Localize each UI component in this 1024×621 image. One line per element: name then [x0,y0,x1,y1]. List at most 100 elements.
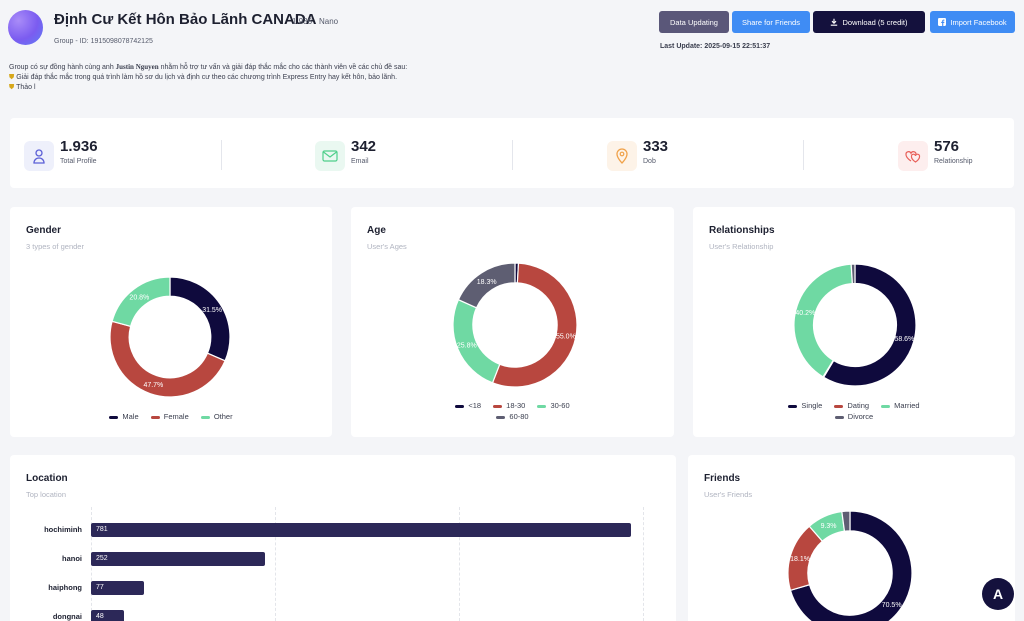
location-bar[interactable]: 48 [91,610,125,621]
card-title: Location [26,473,68,484]
age-card: Age User's Ages 55.0% 25.8% 18.3% <18 18-3… [351,207,674,437]
stat-label: Email [351,158,369,165]
donut-label: 47.7% [143,382,163,389]
donut-slice[interactable] [794,264,854,378]
legend-item[interactable]: Female [150,411,189,422]
stat-label: Dob [643,158,656,165]
group-avatar [8,10,43,45]
divider [221,140,222,170]
donut-slice[interactable] [841,511,851,532]
relationships-card: Relationships User's Relationship 58.6% 4… [693,207,1015,437]
donut-label: 58.6% [894,336,914,343]
button-label: Share for Friends [742,17,800,27]
divider [512,140,513,170]
friends-donut: 70.5% 18.1% 9.3% [788,511,912,621]
map-pin-icon [607,141,637,171]
donut-slice[interactable] [169,277,230,362]
last-update: Last Update: 2025-09-15 22:51:37 [660,43,771,50]
donut-label: 31.5% [202,307,222,314]
donut-label: 40.2% [795,310,815,317]
legend-item[interactable]: 18-30 [493,400,525,411]
donut-label: 18.1% [790,556,810,563]
user-icon [24,141,54,171]
data-updating-button[interactable]: Data Updating [659,11,729,33]
legend-item[interactable]: Married [881,400,920,411]
group-header: Định Cư Kết Hôn Bảo Lãnh CANADA 1.936 Na… [0,0,1024,106]
gridline [275,507,276,621]
stat-value: 576 [934,138,960,155]
location-bar[interactable]: 252 [91,552,266,566]
donut-slice[interactable] [789,511,912,621]
location-label: dongnai [52,612,82,621]
gridline [643,507,644,621]
desc-text: Giải đáp thắc mắc trong quá trình làm hồ… [16,74,398,81]
donut-label: 18.3% [477,279,497,286]
bar-value: 781 [96,526,108,533]
card-subtitle: 3 types of gender [26,242,84,251]
card-title: Age [367,225,386,236]
stat-total-profile: 1.936 Total Profile [10,118,260,188]
card-subtitle: Top location [26,490,67,499]
divider [803,140,804,170]
shield-icon: ⛊ [9,74,15,81]
donut-slice[interactable] [110,320,226,397]
relationships-donut: 58.6% 40.2% [794,264,916,386]
donut-slice[interactable] [491,263,577,387]
stat-value: 333 [643,138,669,155]
desc-name: Justin Nguyen [115,63,159,71]
stat-label: Total Profile [60,158,97,165]
donut-slice[interactable] [822,264,916,386]
legend-item[interactable]: Other [200,411,233,422]
donut-slice[interactable] [457,263,516,309]
gridline [459,507,460,621]
import-facebook-button[interactable]: Import Facebook [930,11,1015,33]
legend-item[interactable]: Male [109,411,139,422]
card-title: Gender [26,225,62,236]
bar-value: 77 [96,584,104,591]
location-label: hochiminh [44,525,82,534]
location-bar[interactable]: 77 [91,581,145,595]
stat-value: 1.936 [60,138,98,155]
tier-badge: Nano [319,17,339,26]
relationships-legend: Single Dating Married Divorce [693,400,1015,422]
download-button[interactable]: Download (5 credit) [813,11,925,33]
donut-slice[interactable] [850,264,856,285]
button-label: Download (5 credit) [842,17,908,27]
member-count: 1.936 [292,17,313,26]
legend-item[interactable]: 60-80 [496,411,529,422]
legend-item[interactable]: 30-60 [537,400,570,411]
legend-item[interactable]: Dating [834,400,869,411]
button-label: Import Facebook [950,17,1007,27]
assistant-icon: A [992,586,1004,602]
button-label: Data Updating [670,17,718,27]
stat-value: 342 [351,138,377,155]
location-bar[interactable]: 781 [91,523,631,537]
share-button[interactable]: Share for Friends [732,11,810,33]
donut-label: 20.8% [129,294,149,301]
legend-item[interactable]: <18 [455,400,481,411]
donut-label: 9.3% [821,523,837,530]
desc-text: Thảo l [16,84,36,91]
legend-item[interactable]: Single [788,400,822,411]
card-subtitle: User's Friends [704,490,753,499]
assistant-button[interactable]: A [982,578,1014,610]
desc-text: nhằm hỗ trợ tư vấn và giải đáp thắc mắc … [158,64,408,71]
donut-slice[interactable] [111,277,171,328]
location-card: Location Top location hochiminh 781 hanoi 2… [10,455,676,621]
card-subtitle: User's Relationship [709,242,774,251]
legend-item[interactable]: Divorce [834,411,873,422]
shield-icon: ⛊ [9,84,15,91]
stats-card: 1.936 Total Profile 342 Email 333 Dob 57… [10,118,1014,188]
group-id: Group - ID: 1915098078742125 [54,38,153,45]
donut-label: 70.5% [882,602,902,609]
card-title: Relationships [709,225,775,236]
age-donut: 55.0% 25.8% 18.3% [453,263,577,387]
bar-value: 48 [96,613,104,620]
bar-value: 252 [96,555,108,562]
friends-card: Friends User's Friends 70.5% 18.1% 9.3% [688,455,1015,621]
stat-label: Relationship [934,158,973,165]
donut-slice[interactable] [453,298,501,384]
group-title: Định Cư Kết Hôn Bảo Lãnh CANADA [54,11,317,28]
card-subtitle: User's Ages [367,242,407,251]
gender-donut: 31.5% 47.7% 20.8% [110,277,230,397]
